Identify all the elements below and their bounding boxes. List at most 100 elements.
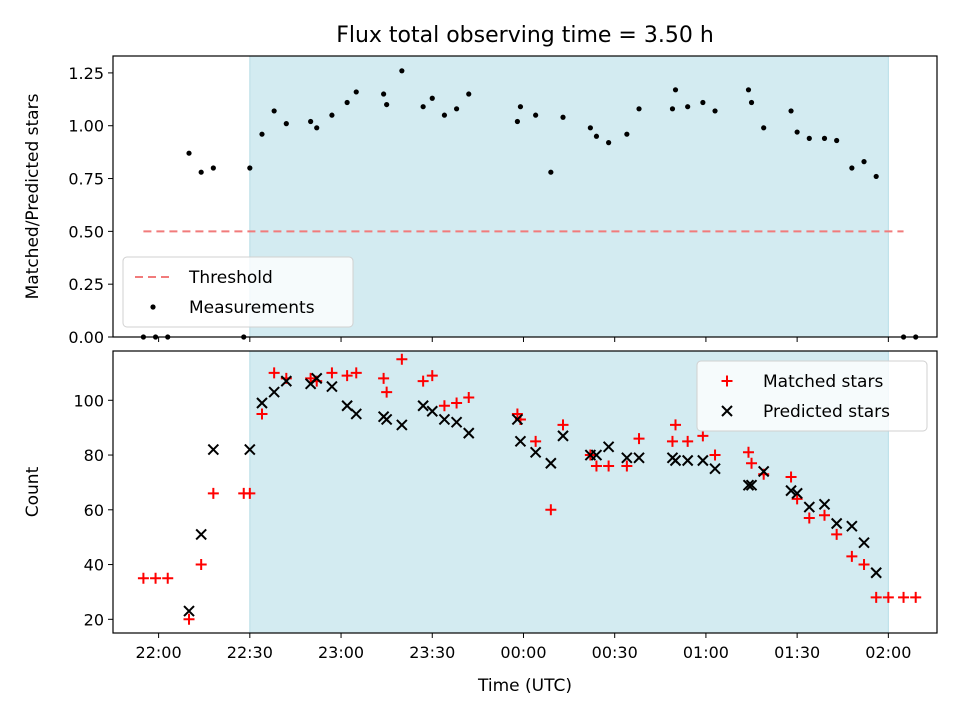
data-point-dot bbox=[873, 173, 879, 180]
y-tick-label: 60 bbox=[84, 501, 104, 520]
data-point-x bbox=[341, 400, 353, 412]
data-point-plus bbox=[831, 528, 843, 540]
data-point-dot bbox=[329, 112, 335, 118]
data-point-x bbox=[529, 446, 542, 459]
data-point-dot bbox=[533, 112, 539, 118]
data-point-dot bbox=[700, 99, 706, 106]
data-point-plus bbox=[557, 419, 569, 431]
data-point-plus bbox=[183, 613, 195, 625]
data-point-dot bbox=[636, 106, 642, 112]
data-point-plus bbox=[858, 559, 870, 571]
data-point-dot bbox=[712, 108, 718, 114]
data-point-x bbox=[669, 454, 682, 467]
y-tick-label: 0.25 bbox=[68, 275, 104, 294]
data-point-x bbox=[207, 443, 220, 456]
legend-label: Measurements bbox=[189, 298, 315, 318]
data-point-x bbox=[380, 413, 393, 426]
data-point-plus bbox=[530, 435, 542, 447]
data-point-x bbox=[438, 413, 451, 426]
data-point-dot bbox=[308, 118, 314, 125]
data-point-plus bbox=[682, 435, 694, 447]
y-axis-label: Count bbox=[23, 466, 43, 517]
legend-x-swatch bbox=[721, 405, 733, 417]
data-point-dot bbox=[849, 165, 855, 171]
legend-label: Threshold bbox=[188, 268, 273, 288]
data-point-plus bbox=[305, 372, 317, 384]
count-panel: 20 40 60 80 100 22:00 22:30 23:00 23:30 00:00 00:3… bbox=[23, 350, 938, 662]
data-point-x bbox=[244, 443, 256, 456]
x-tick-label: 01:00 bbox=[683, 643, 729, 662]
data-point-x bbox=[791, 487, 803, 500]
ratio-panel: 0.00 0.25 0.50 0.75 1.00 1.25 Matched/Predicte… bbox=[23, 55, 938, 347]
x-tick-label: 23:30 bbox=[409, 643, 455, 662]
y-tick-label: 0.50 bbox=[68, 222, 104, 241]
x-tick-label: 22:00 bbox=[136, 643, 182, 662]
data-point-plus bbox=[818, 509, 830, 521]
data-point-x bbox=[256, 397, 268, 409]
legend-plus-swatch bbox=[721, 375, 733, 387]
data-point-dot bbox=[794, 129, 800, 135]
data-point-plus bbox=[670, 419, 682, 431]
data-point-plus bbox=[633, 433, 645, 445]
data-point-x bbox=[709, 463, 721, 475]
data-point-plus bbox=[803, 512, 815, 524]
data-point-dot bbox=[514, 118, 520, 125]
data-point-plus bbox=[137, 572, 149, 584]
data-point-x bbox=[757, 465, 770, 478]
data-point-dot bbox=[748, 99, 755, 106]
x-tick-label: 22:30 bbox=[227, 643, 273, 662]
legend-label: Matched stars bbox=[763, 372, 883, 392]
data-point-x bbox=[621, 452, 633, 464]
data-point-x bbox=[280, 375, 293, 387]
data-point-x bbox=[511, 413, 524, 426]
data-point-dot bbox=[685, 104, 691, 110]
data-point-x bbox=[514, 435, 527, 448]
data-point-dot bbox=[806, 135, 812, 141]
data-point-x bbox=[681, 454, 694, 467]
data-point-x bbox=[350, 408, 362, 420]
data-point-plus bbox=[709, 449, 721, 461]
data-point-dot bbox=[834, 137, 840, 144]
data-point-dot bbox=[788, 108, 794, 114]
plot-frame bbox=[112, 350, 938, 634]
data-point-x bbox=[846, 520, 858, 532]
observing-span bbox=[249, 55, 889, 338]
data-point-dot bbox=[560, 114, 566, 120]
data-point-dot bbox=[441, 112, 448, 118]
data-point-dot bbox=[283, 121, 289, 127]
data-point-x bbox=[590, 449, 603, 461]
data-point-x bbox=[545, 457, 557, 469]
data-point-plus bbox=[846, 550, 858, 562]
data-point-dot bbox=[210, 165, 216, 171]
data-point-plus bbox=[882, 591, 894, 603]
y-tick-label: 100 bbox=[73, 391, 104, 410]
data-point-plus bbox=[742, 446, 754, 458]
data-point-dot bbox=[271, 108, 277, 114]
data-point-x bbox=[818, 498, 831, 511]
x-tick-label: 23:00 bbox=[318, 643, 364, 662]
chart-title: Flux total observing time = 3.50 h bbox=[336, 23, 714, 48]
x-axis-label: Time (UTC) bbox=[477, 676, 572, 696]
data-point-x bbox=[830, 517, 843, 530]
legend-dot-swatch bbox=[150, 304, 156, 310]
y-tick-label: 80 bbox=[84, 446, 104, 465]
data-point-dot bbox=[548, 169, 554, 175]
x-tick-label: 00:00 bbox=[500, 643, 546, 662]
data-point-dot bbox=[587, 125, 593, 131]
data-point-dot bbox=[198, 169, 204, 175]
data-point-x bbox=[326, 380, 338, 393]
y-tick-label: 0.75 bbox=[68, 170, 104, 189]
y-tick-label: 20 bbox=[84, 610, 104, 629]
data-point-dot bbox=[384, 101, 390, 108]
data-point-plus bbox=[463, 392, 475, 404]
data-point-x bbox=[858, 536, 870, 549]
data-point-plus bbox=[268, 367, 280, 379]
legend-label: Predicted stars bbox=[763, 402, 890, 422]
data-point-plus bbox=[621, 460, 633, 472]
data-point-dot bbox=[247, 165, 253, 171]
data-point-dot bbox=[186, 150, 192, 156]
data-point-x bbox=[697, 454, 709, 467]
data-point-plus bbox=[244, 487, 256, 499]
data-point-x bbox=[426, 405, 438, 417]
data-point-x bbox=[268, 386, 280, 398]
